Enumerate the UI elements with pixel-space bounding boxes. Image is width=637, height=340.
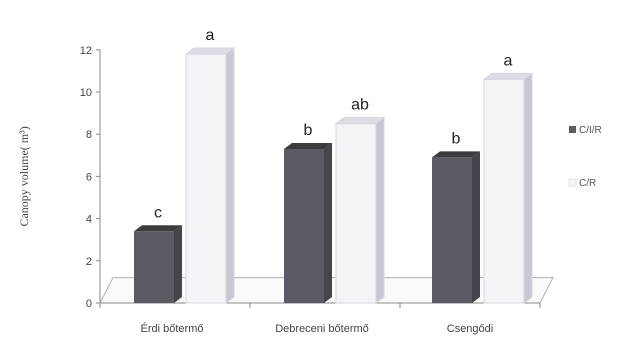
bar-CR-1 — [335, 123, 377, 304]
y-tick-label: 4 — [86, 214, 92, 226]
x-category-label: Csengődi — [447, 323, 493, 335]
bar-CR-2 — [483, 78, 525, 304]
x-category-label: Érdi bőtermő — [141, 322, 204, 335]
bar-side-CR-0 — [225, 47, 235, 304]
bar-top-CIR-0 — [134, 225, 182, 232]
bar-CIR-1 — [284, 148, 324, 303]
significance-label: b — [304, 122, 313, 139]
legend-swatch-CIR — [569, 126, 576, 133]
bar-side-CR-1 — [375, 116, 385, 304]
bar-top-CR-1 — [334, 117, 386, 125]
bar-side-CIR-2 — [472, 151, 480, 303]
y-tick-label: 8 — [86, 129, 92, 141]
bar-side-CR-2 — [523, 72, 533, 304]
bar-top-CR-0 — [184, 47, 236, 55]
legend-label: C/R — [579, 178, 596, 189]
bar-side-CIR-0 — [174, 225, 182, 303]
bar-top-CIR-1 — [284, 142, 332, 149]
bar-CR-0 — [185, 53, 227, 304]
legend-swatch-CR — [568, 178, 577, 187]
significance-label: b — [452, 130, 461, 147]
significance-label: a — [206, 27, 215, 44]
bar-top-CIR-2 — [432, 151, 480, 158]
significance-label: a — [504, 52, 513, 69]
bar-top-CR-2 — [482, 72, 534, 80]
y-tick-label: 6 — [86, 171, 92, 183]
y-axis-title: Canopy volume( m³) — [17, 126, 31, 226]
bar-side-CIR-1 — [324, 142, 332, 303]
bar-CIR-2 — [432, 157, 472, 303]
significance-label: c — [154, 204, 162, 221]
legend-label: C/I/R — [579, 125, 602, 136]
y-tick-label: 10 — [80, 87, 92, 99]
y-tick-label: 2 — [86, 256, 92, 268]
significance-label: ab — [351, 97, 369, 114]
bar-CIR-0 — [134, 231, 174, 303]
y-tick-label: 0 — [86, 298, 92, 310]
y-tick-label: 12 — [80, 45, 92, 57]
x-category-label: Debreceni bőtermő — [275, 323, 369, 335]
